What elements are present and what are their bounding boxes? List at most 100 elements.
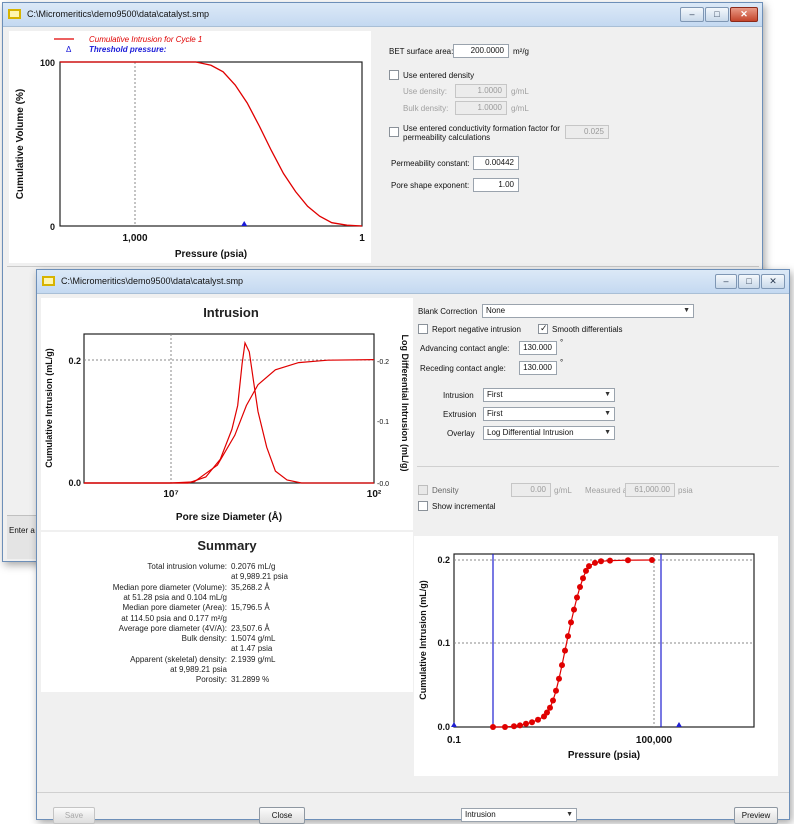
pressure-data-point [517, 722, 523, 729]
pressure-x-tick-0.1: 0.1 [447, 735, 461, 746]
preview-button[interactable]: Preview [734, 807, 778, 824]
density-input: 0.00 [511, 483, 551, 497]
permeability-label: Permeability constant: [391, 159, 470, 168]
summary-panel: Summary Total intrusion volume: 0.2076 mL… [41, 532, 413, 692]
pressure-data-point [580, 575, 586, 582]
front-window-title: C:\Micromeritics\demo9500\data\catalyst.… [61, 276, 244, 286]
mode-select-value: Intrusion [465, 810, 496, 819]
back-plot-panel: Cumulative Intrusion for Cycle 1 Δ Thres… [9, 31, 371, 263]
pressure-series-points [490, 557, 655, 730]
density2-input: 1.0000 [455, 101, 507, 115]
close-window-button[interactable]: ✕ [761, 274, 785, 289]
advancing-label: Advancing contact angle: [420, 344, 510, 353]
pressure-data-point [550, 697, 556, 704]
intrusion-series-logdiff [84, 340, 374, 484]
chevron-down-icon: ▼ [604, 391, 611, 398]
summary-value: at 1.47 psia [231, 644, 273, 654]
front-window-titlebar[interactable]: C:\Micromeritics\demo9500\data\catalyst.… [37, 270, 789, 294]
legend-label-threshold: Threshold pressure: [89, 45, 167, 54]
minimize-button[interactable]: – [715, 274, 737, 289]
intrusion-y2-tick-0.2: -0.2 [377, 359, 389, 366]
mode-select[interactable]: Intrusion ▼ [461, 808, 577, 822]
intrusion-y2-tick-0.0: -0.0 [377, 481, 389, 488]
back-plot-frame [59, 61, 363, 227]
use-density-checkbox[interactable] [389, 70, 399, 80]
density1-input: 1.0000 [455, 84, 507, 98]
summary-label: at 114.50 psia and 0.177 m²/g [121, 613, 227, 623]
conductivity-checkbox[interactable] [389, 127, 399, 137]
summary-label: Average pore diameter (4V/A): [118, 623, 227, 633]
intrusion-chart-panel: Intrusion 0.2 0.0 -0.2 -0.1 -0.0 10⁷ 10²… [41, 298, 413, 530]
summary-label: at 9,989.21 psia [170, 665, 227, 674]
front-window: C:\Micromeritics\demo9500\data\catalyst.… [36, 269, 790, 824]
advancing-input[interactable]: 130.000 [519, 341, 557, 355]
x-tick-label-1000: 1,000 [122, 233, 147, 244]
intrusion-chart-svg: Intrusion 0.2 0.0 -0.2 -0.1 -0.0 10⁷ 10²… [44, 305, 410, 523]
close-window-button[interactable]: ✕ [730, 7, 758, 22]
pressure-data-point [502, 724, 508, 730]
close-icon: ✕ [769, 276, 777, 286]
minimize-button[interactable]: – [680, 7, 704, 22]
extrusion-select[interactable]: First ▼ [483, 407, 615, 421]
save-button[interactable]: Save [53, 807, 95, 824]
report-negative-checkbox[interactable] [418, 324, 428, 334]
back-window-titlebar[interactable]: C:\Micromeritics\demo9500\data\catalyst.… [3, 3, 762, 27]
close-button[interactable]: Close [259, 807, 305, 824]
back-enter-text: Enter a [9, 526, 35, 535]
show-incremental-label: Show incremental [432, 502, 496, 511]
maximize-button[interactable]: □ [738, 274, 760, 289]
summary-value: 15,796.5 Å [231, 603, 270, 613]
overlay-select-label: Overlay [447, 429, 475, 438]
pressure-threshold-marker-0 [451, 722, 457, 727]
density-checkbox[interactable] [418, 485, 428, 495]
summary-label: Total intrusion volume: [147, 562, 227, 571]
summary-label: Median pore diameter (Volume): [112, 582, 227, 592]
pressure-x-tick-100000: 100,000 [636, 735, 673, 746]
smooth-differentials-checkbox[interactable]: ✓ [538, 323, 548, 334]
overlay-select[interactable]: Log Differential Intrusion ▼ [483, 426, 615, 440]
check-icon: ✓ [540, 323, 548, 333]
permeability-input[interactable]: 0.00442 [473, 156, 519, 170]
pressure-data-point [574, 594, 580, 601]
extrusion-select-value: First [487, 409, 503, 418]
intrusion-select[interactable]: First ▼ [483, 388, 615, 402]
receding-input[interactable]: 130.000 [519, 361, 557, 375]
pressure-y-axis-label: Cumulative Intrusion (mL/g) [418, 580, 428, 700]
intrusion-y-tick-0.0: 0.0 [68, 478, 81, 488]
blank-correction-label: Blank Correction [418, 307, 478, 316]
maximize-button[interactable]: □ [705, 7, 729, 22]
close-icon: ✕ [740, 9, 748, 19]
pressure-data-point [490, 724, 496, 730]
back-threshold-marker [241, 221, 248, 226]
pressure-y-tick-0.2: 0.2 [437, 555, 450, 565]
blank-correction-value: None [486, 306, 506, 315]
bet-input[interactable]: 200.0000 [453, 44, 509, 58]
pore-shape-input[interactable]: 1.00 [473, 178, 519, 192]
back-y-axis-label: Cumulative Volume (%) [15, 89, 26, 199]
pressure-data-point [544, 709, 550, 716]
bet-label: BET surface area: [389, 47, 454, 56]
conductivity-label-line2: permeability calculations [403, 133, 491, 142]
blank-correction-select[interactable]: None ▼ [482, 304, 694, 318]
report-negative-label: Report negative intrusion [432, 325, 521, 334]
summary-value: 31.2899 % [231, 675, 270, 685]
summary-label: at 51.28 psia and 0.104 mL/g [123, 592, 227, 602]
show-incremental-checkbox[interactable] [418, 501, 428, 511]
summary-value: 0.2076 mL/g [231, 562, 276, 571]
y-tick-label-100: 100 [40, 58, 55, 68]
summary-label: Porosity: [195, 675, 227, 685]
pressure-data-point [553, 687, 559, 694]
pressure-data-point [547, 704, 553, 711]
pressure-range-lines [492, 554, 662, 727]
bet-unit: m²/g [513, 47, 529, 56]
intrusion-plot-frame [83, 333, 375, 484]
advancing-degree: ° [560, 338, 564, 347]
summary-title: Summary [197, 538, 257, 553]
back-window-title: C:\Micromeritics\demo9500\data\catalyst.… [27, 9, 210, 19]
x-tick-label-1: 1 [359, 233, 365, 244]
pressure-data-point [559, 662, 565, 669]
pressure-plot-frame [453, 553, 755, 728]
minimize-icon: – [723, 276, 729, 286]
pressure-data-point [577, 584, 583, 590]
overlay-select-value: Log Differential Intrusion [487, 428, 574, 437]
